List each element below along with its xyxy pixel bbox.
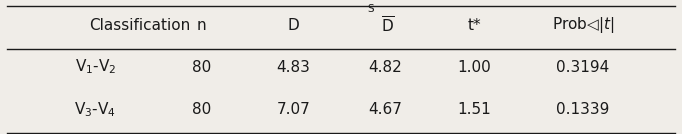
Text: 4.67: 4.67 — [368, 102, 402, 117]
Text: 4.82: 4.82 — [368, 59, 402, 75]
Text: 0.3194: 0.3194 — [557, 59, 610, 75]
Text: 4.83: 4.83 — [276, 59, 310, 75]
Text: S: S — [367, 4, 374, 14]
Text: $\overline{\mathrm{D}}$: $\overline{\mathrm{D}}$ — [381, 15, 395, 36]
Text: 80: 80 — [192, 59, 211, 75]
Text: t*: t* — [467, 18, 481, 33]
Text: D: D — [287, 18, 299, 33]
Text: 1.51: 1.51 — [457, 102, 491, 117]
Text: V$_1$-V$_2$: V$_1$-V$_2$ — [75, 58, 116, 76]
Text: Prob$\triangleleft$|$t$|: Prob$\triangleleft$|$t$| — [552, 15, 614, 36]
Text: Classification: Classification — [89, 18, 190, 33]
Text: 7.07: 7.07 — [276, 102, 310, 117]
Text: 0.1339: 0.1339 — [557, 102, 610, 117]
Text: V$_3$-V$_4$: V$_3$-V$_4$ — [74, 100, 117, 119]
Text: n: n — [196, 18, 206, 33]
Text: 1.00: 1.00 — [457, 59, 491, 75]
Text: 80: 80 — [192, 102, 211, 117]
